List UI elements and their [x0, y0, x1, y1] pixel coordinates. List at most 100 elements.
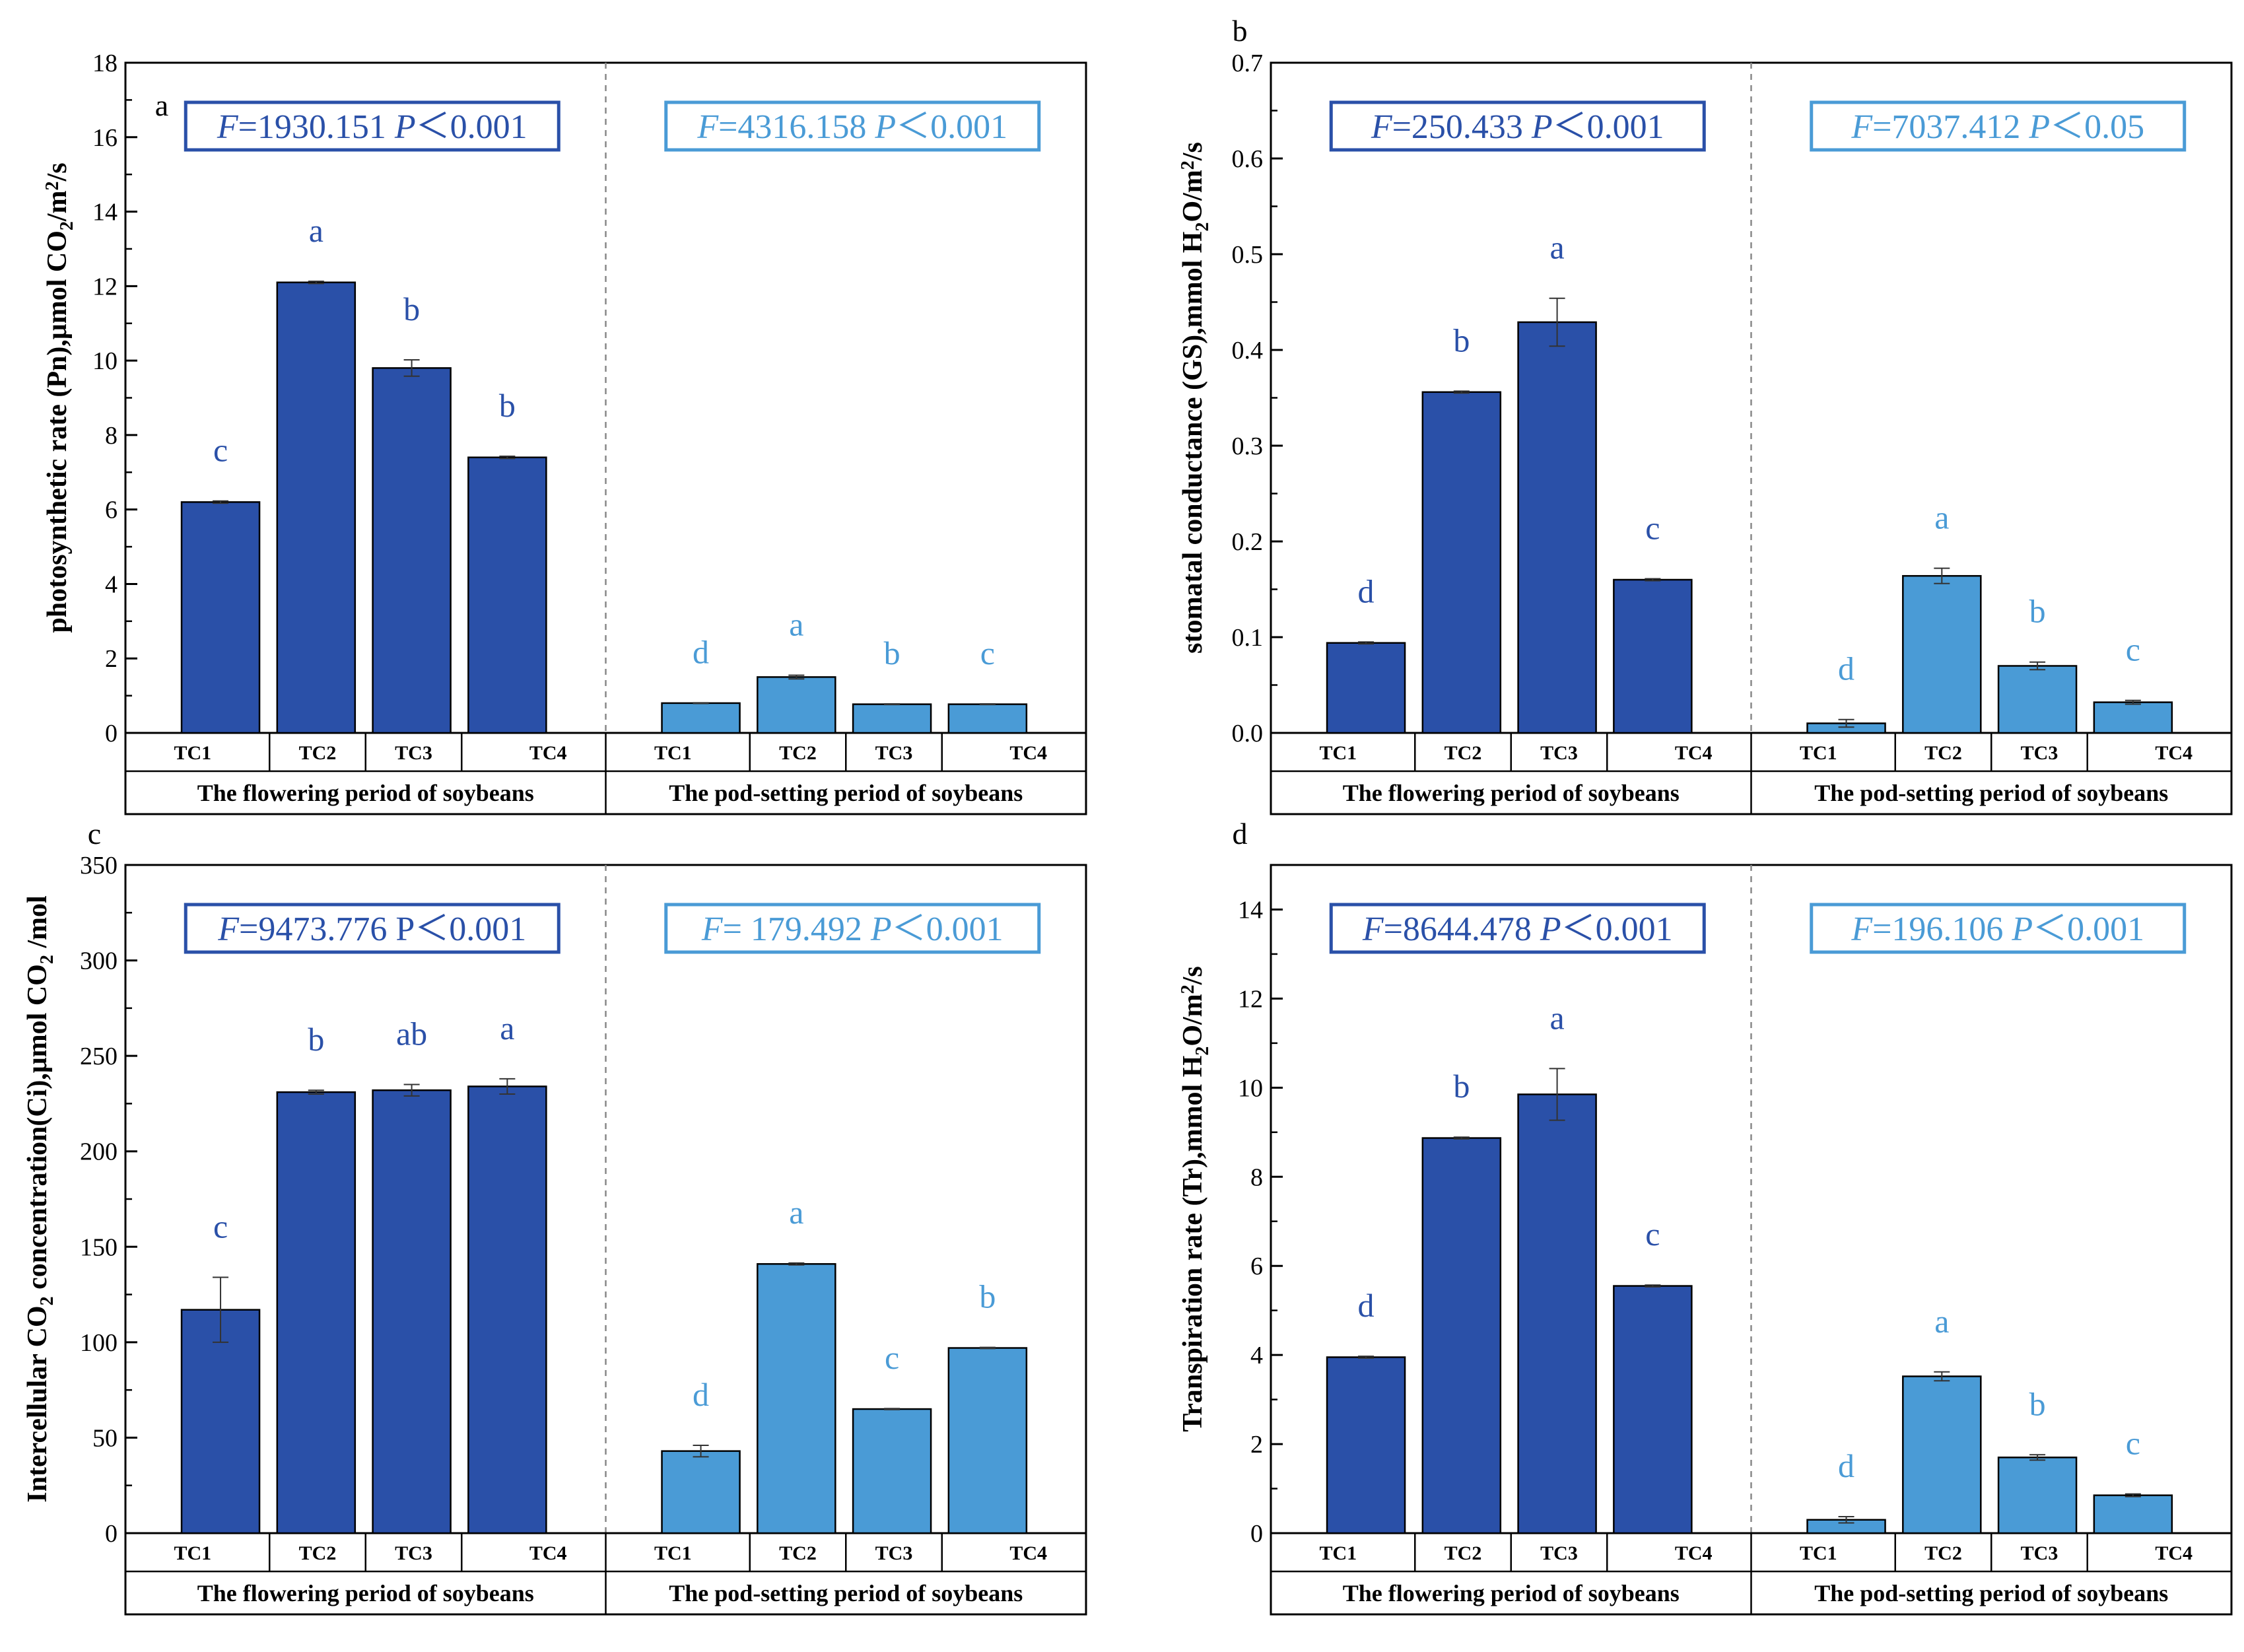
y-tick-label: 0	[105, 720, 118, 747]
stat-text: F=1930.151 P＜0.001	[217, 108, 527, 146]
stat-f-label: F	[1371, 108, 1393, 146]
bar	[1421, 1137, 1502, 1534]
category-label: TC1	[1320, 1542, 1357, 1564]
category-label: TC2	[779, 742, 817, 764]
stat-p-label: P	[870, 911, 892, 948]
y-tick-label: 6	[1250, 1253, 1263, 1280]
significance-letter: d	[1838, 650, 1854, 687]
significance-letter: c	[980, 635, 995, 671]
y-tick-label: 18	[92, 50, 118, 77]
bar	[757, 1263, 836, 1534]
y-axis-label-superscript: 2	[42, 181, 63, 190]
bar	[2093, 701, 2173, 734]
panel-letter: a	[155, 88, 168, 122]
stat-p-label: P	[2011, 911, 2033, 948]
y-tick-label: 100	[80, 1329, 118, 1357]
category-label: TC3	[2021, 1542, 2058, 1564]
y-axis-label-main: Intercellular CO	[22, 1305, 53, 1502]
y-tick-label: 0.0	[1232, 720, 1264, 747]
bar	[372, 367, 452, 734]
significance-letter: c	[2126, 631, 2140, 668]
y-tick-label: 4	[105, 570, 118, 598]
category-label: TC2	[779, 1542, 817, 1564]
stat-box	[1810, 100, 2187, 152]
y-axis-label-tail: /m	[42, 190, 73, 222]
stat-f-label: F	[697, 108, 719, 146]
panel-letter: d	[1233, 817, 1248, 850]
y-tick-label: 200	[80, 1138, 118, 1166]
y-tick-label: 0.1	[1232, 624, 1264, 652]
category-label: TC3	[395, 1542, 432, 1564]
significance-letter: b	[403, 291, 420, 327]
category-label: TC4	[2155, 1542, 2193, 1564]
stat-text: F=250.433 P＜0.001	[1371, 108, 1664, 146]
y-tick-label: 12	[1238, 985, 1263, 1013]
stat-f-value: =7037.412	[1872, 108, 2029, 146]
y-tick-label: 4	[1250, 1342, 1263, 1369]
group-label: The flowering period of soybeans	[1343, 780, 1680, 806]
y-tick-label: 0.6	[1232, 145, 1264, 173]
bar	[1517, 321, 1597, 734]
bar	[1902, 574, 1982, 734]
group-label: The pod-setting period of soybeans	[669, 780, 1023, 806]
bar	[180, 501, 261, 734]
stat-box	[184, 903, 561, 954]
panel-letter: b	[1233, 14, 1248, 48]
category-label: TC2	[299, 742, 337, 764]
group-label: The pod-setting period of soybeans	[1814, 1580, 2168, 1606]
significance-letter: a	[789, 1194, 803, 1231]
category-label: TC3	[1540, 742, 1578, 764]
significance-letter: a	[789, 606, 803, 643]
stat-box	[664, 100, 1041, 152]
stat-p-label: P	[1540, 911, 1561, 948]
group-label: The pod-setting period of soybeans	[1814, 780, 2168, 806]
y-axis-label-end: /s	[42, 162, 73, 182]
y-axis-label-end: /mol	[22, 895, 53, 955]
stat-f-value: =250.433	[1392, 108, 1532, 146]
stat-f-value: =8644.478	[1384, 911, 1540, 948]
stat-f-value: =1930.151	[238, 108, 395, 146]
stat-box	[184, 100, 561, 152]
category-label: TC1	[654, 742, 692, 764]
bar	[467, 1085, 547, 1534]
stat-box	[1329, 903, 1706, 954]
y-axis-label: photosynthetic rate (Pn),μmol CO2/m2/s	[42, 162, 77, 633]
y-tick-label: 2	[1250, 1431, 1263, 1459]
stat-f-label: F	[217, 911, 240, 948]
stat-text: F=4316.158 P＜0.001	[697, 108, 1007, 146]
plot-frame	[124, 61, 1087, 734]
plot-frame	[1270, 61, 2233, 734]
y-tick-label: 2	[105, 645, 118, 673]
panel-d: 0 2 4 6 8 10 12 14 Transpiration rate (Tr),mmol …	[1178, 817, 2233, 1616]
y-tick-label: 0.2	[1232, 528, 1264, 556]
group-label: The flowering period of soybeans	[1343, 1580, 1680, 1606]
category-label: TC2	[1445, 1542, 1482, 1564]
group-label: The flowering period of soybeans	[197, 780, 534, 806]
y-axis-label-main: Transpiration rate (Tr),mmol H	[1178, 1056, 1208, 1432]
category-label: TC3	[875, 742, 913, 764]
significance-letter: a	[1549, 999, 1564, 1036]
y-tick-label: 350	[80, 852, 118, 879]
significance-letter: b	[884, 635, 901, 671]
stat-f-label: F	[701, 911, 724, 948]
category-label: TC2	[1924, 742, 1962, 764]
category-label: TC1	[174, 742, 212, 764]
y-axis-label-end: /s	[1178, 966, 1208, 985]
bar	[757, 676, 836, 734]
significance-letter: a	[309, 212, 323, 249]
category-label: TC4	[529, 742, 567, 764]
category-label: TC1	[1320, 742, 1357, 764]
y-tick-label: 6	[105, 497, 118, 524]
category-label: TC1	[1800, 742, 1837, 764]
bar	[1326, 1356, 1406, 1534]
significance-letter: c	[1645, 510, 1660, 547]
y-axis-label-main: photosynthetic rate (Pn),μmol CO	[42, 230, 73, 633]
y-tick-label: 14	[1238, 896, 1263, 924]
plot-frame	[124, 864, 1087, 1534]
significance-letter: c	[1645, 1216, 1660, 1253]
stat-box	[1810, 903, 2187, 954]
group-label: The pod-setting period of soybeans	[669, 1580, 1023, 1606]
bar	[276, 281, 357, 734]
